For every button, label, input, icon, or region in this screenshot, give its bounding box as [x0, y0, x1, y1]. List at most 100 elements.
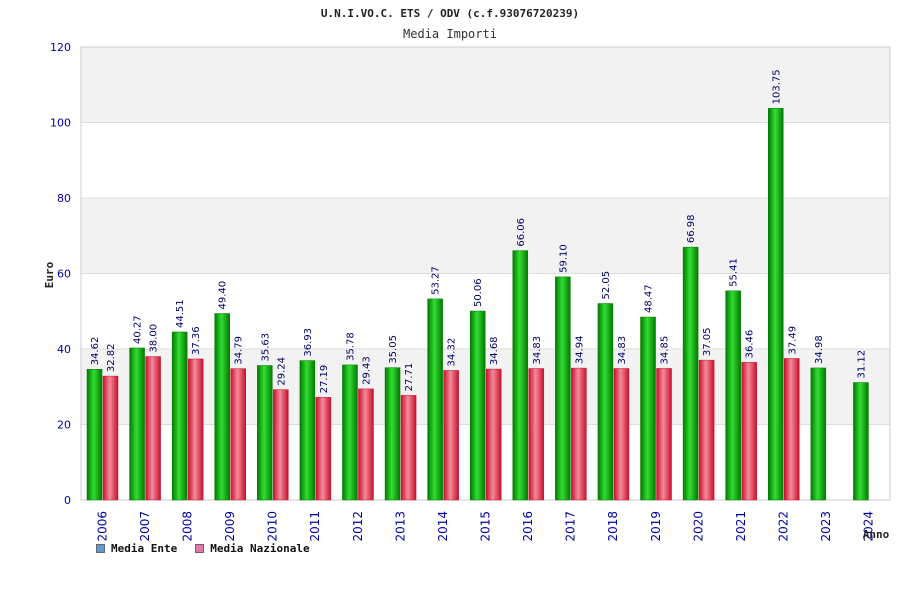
- data-label-nazionale: 37.05: [702, 327, 713, 356]
- x-tick-label: 2021: [734, 511, 748, 542]
- data-label-nazionale: 34.68: [489, 336, 500, 365]
- x-tick-label: 2022: [777, 511, 791, 542]
- x-tick-label: 2016: [521, 511, 535, 542]
- bar-media-ente: [257, 365, 273, 501]
- x-tick-label: 2017: [564, 511, 578, 542]
- data-label-nazionale: 38.00: [149, 324, 160, 353]
- grid-band: [81, 47, 890, 123]
- data-label-ente: 31.12: [856, 350, 867, 379]
- data-label-nazionale: 29.43: [361, 356, 372, 385]
- data-label-ente: 34.62: [90, 337, 101, 366]
- data-label-nazionale: 27.19: [319, 365, 330, 394]
- x-tick-label: 2006: [95, 511, 109, 542]
- legend-label-ente: Media Ente: [111, 542, 178, 555]
- legend-item-nazionale: Media Nazionale: [195, 542, 310, 555]
- data-label-ente: 49.40: [218, 281, 229, 310]
- bar-media-nazionale: [187, 358, 204, 501]
- data-label-nazionale: 34.85: [660, 336, 671, 365]
- x-tick-label: 2018: [606, 511, 620, 542]
- y-tick-label: 80: [57, 192, 71, 205]
- legend-label-nazionale: Media Nazionale: [210, 542, 310, 555]
- bar-media-nazionale: [358, 388, 374, 501]
- bar-media-ente: [555, 276, 571, 501]
- data-label-ente: 59.10: [558, 244, 569, 273]
- x-tick-label: 2014: [436, 511, 450, 542]
- data-label-ente: 35.05: [388, 335, 399, 364]
- bar-media-nazionale: [571, 367, 587, 501]
- data-label-ente: 36.93: [303, 328, 314, 357]
- chart-title: U.N.I.VO.C. ETS / ODV (c.f.93076720239): [321, 7, 579, 20]
- x-tick-label: 2013: [393, 511, 407, 542]
- y-tick-label: 20: [57, 419, 71, 432]
- bar-media-nazionale: [741, 362, 757, 501]
- data-label-ente: 66.98: [686, 215, 697, 244]
- bar-media-nazionale: [613, 368, 630, 501]
- data-label-nazionale: 36.46: [745, 330, 756, 359]
- bar-media-nazionale: [443, 370, 459, 501]
- data-label-nazionale: 34.79: [234, 336, 245, 365]
- bar-media-ente: [768, 108, 784, 501]
- bar-media-nazionale: [273, 389, 289, 501]
- x-tick-label: 2010: [266, 511, 280, 542]
- data-label-ente: 50.06: [473, 278, 484, 307]
- legend-swatch-nazionale: [195, 544, 205, 553]
- plot-area: 0 20 40 60 80 100 120 34.62 32.82 2006 40.27 38.00 2…: [50, 41, 891, 542]
- plot-frame: [80, 46, 891, 501]
- bar-media-ente: [299, 360, 316, 501]
- x-tick-label: 2023: [819, 511, 833, 542]
- bar-media-ente: [512, 250, 529, 501]
- grid-band: [81, 198, 890, 274]
- y-tick-label: 120: [50, 41, 71, 54]
- y-tick-label: 0: [64, 494, 71, 507]
- data-label-ente: 103.75: [771, 69, 782, 104]
- x-tick-label: 2024: [862, 511, 876, 542]
- data-label-ente: 55.41: [729, 258, 740, 287]
- x-axis-label: Anno: [863, 528, 890, 541]
- data-label-nazionale: 37.36: [191, 326, 202, 355]
- bar-media-nazionale: [485, 368, 502, 501]
- bar-media-ente: [810, 367, 827, 501]
- data-label-nazionale: 29.24: [276, 357, 287, 386]
- data-label-nazionale: 32.82: [106, 343, 117, 372]
- bar-media-ente: [597, 303, 614, 501]
- data-label-nazionale: 34.83: [617, 336, 628, 365]
- bar-media-ente: [853, 382, 869, 501]
- bar-media-nazionale: [145, 356, 161, 501]
- x-tick-label: 2011: [308, 511, 322, 542]
- data-label-ente: 40.27: [133, 315, 144, 344]
- x-tick-label: 2008: [180, 511, 194, 542]
- bar-media-nazionale: [400, 395, 417, 501]
- chart-subtitle: Media Importi: [403, 27, 497, 41]
- data-label-ente: 35.63: [260, 333, 271, 362]
- y-axis-label: Euro: [43, 261, 56, 288]
- bar-media-ente: [214, 313, 230, 501]
- data-label-ente: 53.27: [431, 266, 442, 295]
- legend-item-ente: Media Ente: [96, 542, 177, 555]
- bar-media-nazionale: [656, 368, 672, 501]
- bar-media-nazionale: [315, 397, 332, 501]
- data-label-ente: 52.05: [601, 271, 612, 300]
- data-label-nazionale: 27.71: [404, 363, 415, 392]
- bar-media-nazionale: [102, 375, 119, 501]
- x-tick-label: 2020: [691, 511, 705, 542]
- bar-media-ente: [86, 369, 103, 501]
- bar-media-ente: [469, 310, 486, 501]
- x-tick-label: 2015: [479, 511, 493, 542]
- data-label-ente: 44.51: [175, 299, 186, 328]
- data-label-nazionale: 34.83: [532, 336, 543, 365]
- data-label-ente: 34.98: [814, 335, 825, 364]
- bar-media-ente: [129, 347, 145, 501]
- y-tick-label: 40: [57, 343, 71, 356]
- bar-media-nazionale: [528, 368, 545, 501]
- bar-media-nazionale: [784, 358, 800, 501]
- legend: Media Ente Media Nazionale: [96, 542, 310, 555]
- legend-swatch-ente: [96, 544, 105, 553]
- data-label-ente: 66.06: [516, 218, 527, 247]
- x-tick-label: 2009: [223, 511, 237, 542]
- data-label-nazionale: 34.94: [574, 335, 585, 364]
- data-label-ente: 35.78: [345, 332, 356, 361]
- bar-media-ente: [342, 364, 358, 501]
- bar-media-ente: [427, 298, 443, 501]
- bar-media-nazionale: [230, 368, 246, 501]
